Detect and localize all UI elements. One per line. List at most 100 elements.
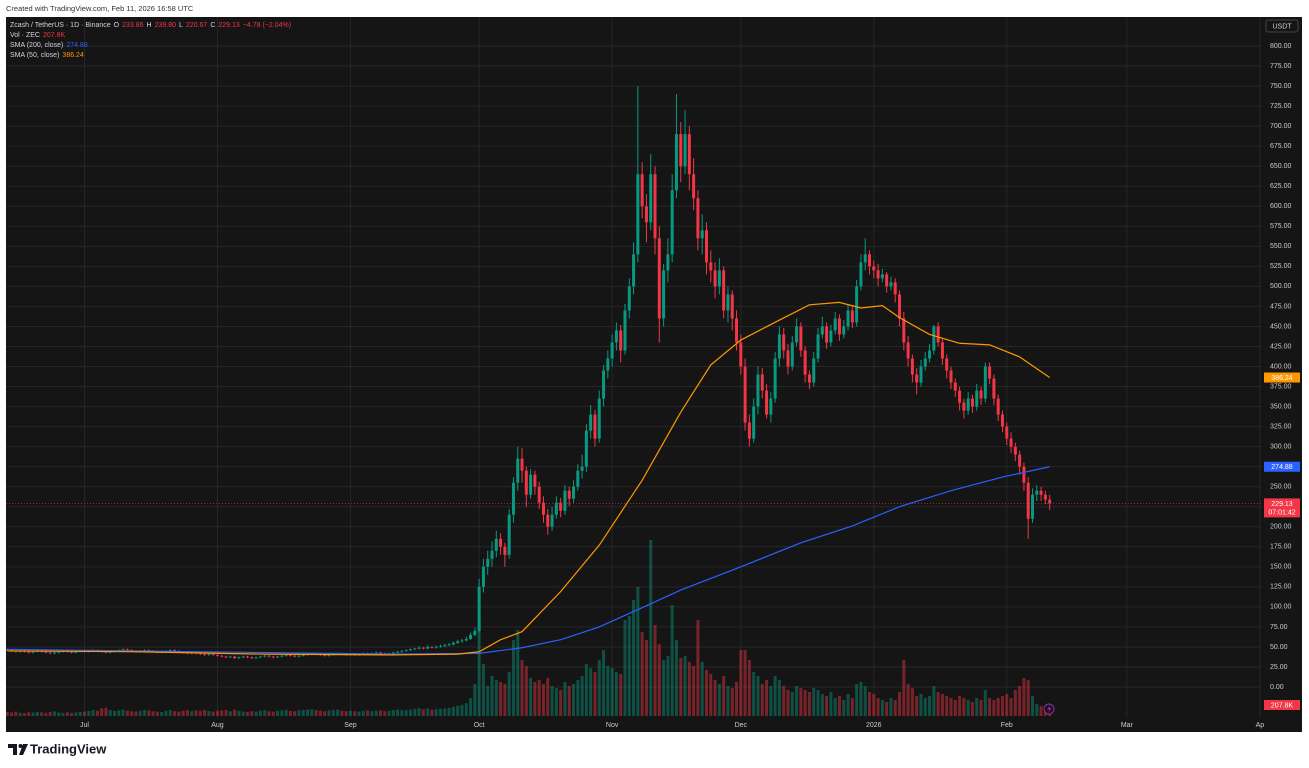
volume-bar <box>194 710 198 716</box>
volume-bar <box>777 680 781 716</box>
candle-body <box>220 655 224 657</box>
legend: Zcash / TetherUS · 1D · Binance O 233.86 H 2… <box>10 22 291 59</box>
volume-bar <box>477 620 481 716</box>
candle-body <box>700 230 704 239</box>
volume-badge: 207.8K <box>1271 702 1294 709</box>
y-tick-label: 675.00 <box>1270 143 1292 150</box>
volume-bar <box>288 710 292 716</box>
candle-body <box>198 653 202 655</box>
y-tick-label: 800.00 <box>1270 43 1292 50</box>
candle-body <box>241 656 245 658</box>
volume-bar <box>443 708 447 716</box>
candle-body <box>988 366 992 379</box>
candle-body <box>563 490 567 511</box>
candle-body <box>490 550 494 559</box>
candle-body <box>258 656 262 658</box>
volume-bar <box>576 680 580 716</box>
volume-bar <box>825 696 829 716</box>
volume-bar <box>117 710 121 716</box>
candle-body <box>966 398 970 411</box>
volume-bar <box>1022 678 1026 716</box>
volume-bar <box>782 686 786 716</box>
volume-bar <box>177 711 181 716</box>
volume-bar <box>237 710 241 716</box>
volume-bar <box>78 712 82 716</box>
volume-bar <box>44 712 48 716</box>
candle-body <box>301 654 305 656</box>
candle-body <box>404 650 408 651</box>
candle-body <box>323 654 327 656</box>
y-tick-label: 550.00 <box>1270 243 1292 250</box>
candle-body <box>447 644 451 646</box>
candle-body <box>636 174 640 255</box>
volume-bar <box>100 708 104 716</box>
candle-body <box>782 334 786 351</box>
candle-body <box>215 654 219 656</box>
candle-body <box>417 647 421 649</box>
volume-bar <box>87 711 91 716</box>
candle-body <box>812 358 816 383</box>
legend-change: −4.78 (−2.04%) <box>243 22 291 29</box>
volume-bar <box>494 680 498 716</box>
legend-value: 239.80 <box>155 22 177 29</box>
candle-body <box>1043 494 1047 500</box>
volume-bar <box>636 587 640 716</box>
volume-bar <box>743 650 747 716</box>
candle-body <box>962 402 966 411</box>
candle-body <box>730 294 734 319</box>
candle-body <box>670 190 674 255</box>
candle-body <box>662 270 666 319</box>
candle-body <box>816 334 820 359</box>
volume-bar <box>357 711 361 716</box>
y-tick-label: 175.00 <box>1270 544 1292 551</box>
volume-bar <box>18 712 22 716</box>
volume-bar <box>816 690 820 716</box>
volume-bar <box>228 711 232 716</box>
volume-bar <box>975 698 979 716</box>
volume-bar <box>876 698 880 716</box>
volume-bar <box>610 668 614 716</box>
volume-bar <box>481 664 485 716</box>
volume-bar <box>546 678 550 716</box>
volume-bar <box>541 684 545 716</box>
y-tick-label: 725.00 <box>1270 103 1292 110</box>
volume-bar <box>507 672 511 716</box>
x-tick-label: Oct <box>474 722 485 729</box>
volume-bar <box>417 708 421 716</box>
volume-bar <box>756 676 760 716</box>
volume-bar <box>447 708 451 716</box>
volume-bar <box>657 644 661 716</box>
candle-body <box>825 326 829 343</box>
candle-body <box>850 310 854 323</box>
candle-body <box>747 422 751 439</box>
volume-bar <box>10 712 14 716</box>
legend-key: O <box>114 22 120 29</box>
volume-bar <box>215 710 219 716</box>
volume-bar <box>160 712 164 716</box>
volume-bar <box>812 688 816 716</box>
candle-body <box>520 458 524 471</box>
candle-body <box>945 358 949 371</box>
volume-bar <box>979 700 983 716</box>
candle-body <box>876 270 880 279</box>
volume-bar <box>520 660 524 716</box>
volume-bar <box>130 711 134 716</box>
plot <box>6 86 1262 716</box>
volume-bar <box>306 709 310 716</box>
candle-body <box>940 342 944 359</box>
y-tick-label: 0.00 <box>1270 684 1284 691</box>
volume-bar <box>790 692 794 716</box>
candle-body <box>1013 446 1017 455</box>
candle-body <box>679 134 683 167</box>
candle-body <box>760 374 764 391</box>
volume-bar <box>799 688 803 716</box>
volume-bar <box>945 696 949 716</box>
volume-bar <box>168 710 172 716</box>
x-tick-label: Jul <box>80 722 89 729</box>
volume-bar <box>619 674 623 716</box>
candle-body <box>863 254 867 263</box>
candle-body <box>507 514 511 555</box>
legend-series-value: 274.88 <box>66 42 88 49</box>
candle-body <box>936 326 940 343</box>
volume-bar <box>559 690 563 716</box>
